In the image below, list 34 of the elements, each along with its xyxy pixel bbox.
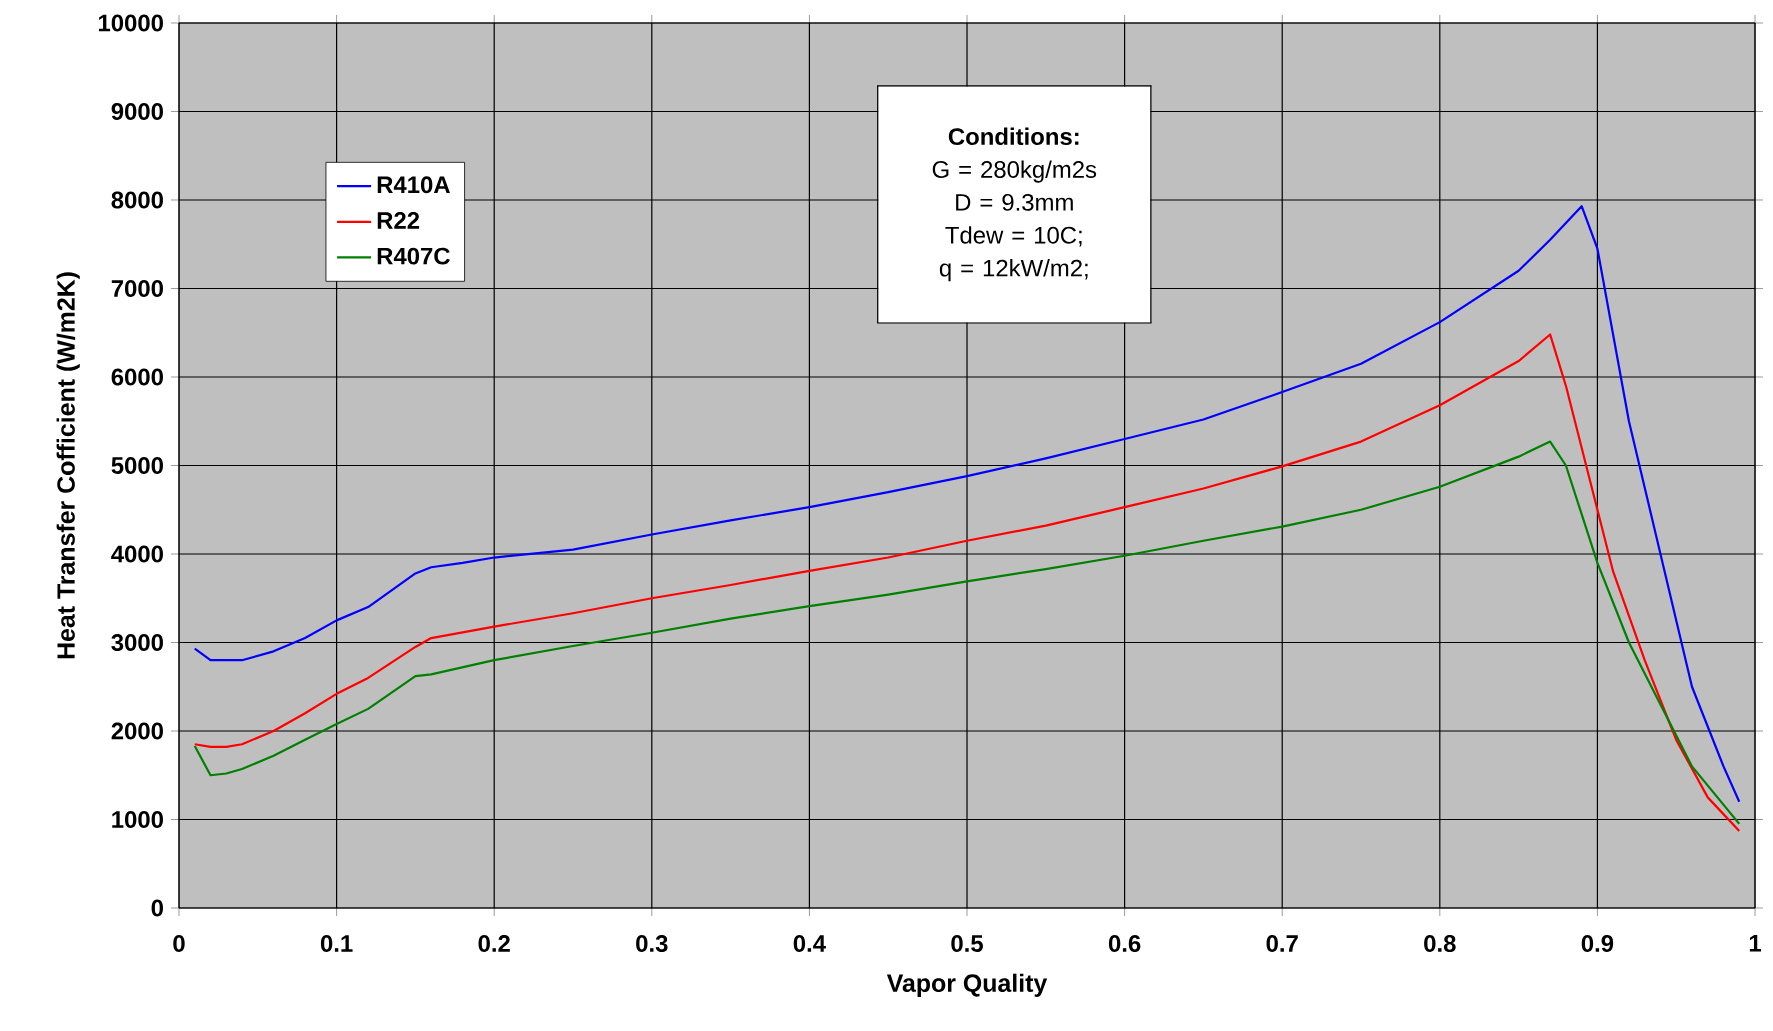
annotation: q = 12kW/m2; bbox=[939, 259, 1088, 282]
line-series bbox=[193, 333, 1741, 833]
annotation: D = 9.3mm bbox=[956, 193, 1073, 211]
x-tick-label: 0.9 bbox=[1581, 935, 1614, 952]
x-axis-title: Vapor Quality bbox=[886, 973, 1048, 997]
y-tick-label: 3000 bbox=[111, 634, 163, 651]
line-series bbox=[193, 440, 1741, 826]
x-tick-label: 0.1 bbox=[320, 935, 353, 952]
legend-label: R22 bbox=[377, 211, 420, 229]
x-tick-label: 0.5 bbox=[951, 935, 983, 952]
legend-label: R410A bbox=[377, 176, 450, 194]
x-tick-label: 0.6 bbox=[1108, 935, 1141, 952]
y-tick-label: 4000 bbox=[111, 545, 163, 563]
y-tick-label: 10000 bbox=[98, 14, 163, 32]
x-tick-label: 0.4 bbox=[793, 935, 826, 952]
y-tick-label: 9000 bbox=[111, 103, 163, 120]
y-tick-label: 0 bbox=[151, 899, 163, 917]
annotation: G = 280kg/m2s bbox=[932, 160, 1097, 183]
y-tick-label: 2000 bbox=[111, 722, 163, 740]
x-tick-label: 1 bbox=[1749, 935, 1761, 952]
x-tick-label: 0.3 bbox=[636, 935, 668, 953]
y-tick-label: 1000 bbox=[112, 811, 163, 828]
x-tick-label: 0.7 bbox=[1266, 935, 1298, 952]
y-axis-title: Heat Transfer Cofficient (W/m2K) bbox=[56, 272, 80, 659]
y-tick-label: 8000 bbox=[111, 191, 163, 209]
annotation: Conditions: bbox=[948, 127, 1079, 146]
y-tick-label: 7000 bbox=[111, 280, 163, 297]
x-tick-label: 0.8 bbox=[1424, 935, 1456, 952]
x-tick-label: 0.2 bbox=[478, 935, 510, 952]
y-tick-label: 6000 bbox=[111, 368, 163, 386]
y-tick-label: 5000 bbox=[111, 457, 163, 474]
legend-label: R407C bbox=[377, 247, 450, 265]
x-tick-label: 0 bbox=[173, 935, 185, 952]
annotation: Tdew = 10C; bbox=[945, 226, 1082, 247]
